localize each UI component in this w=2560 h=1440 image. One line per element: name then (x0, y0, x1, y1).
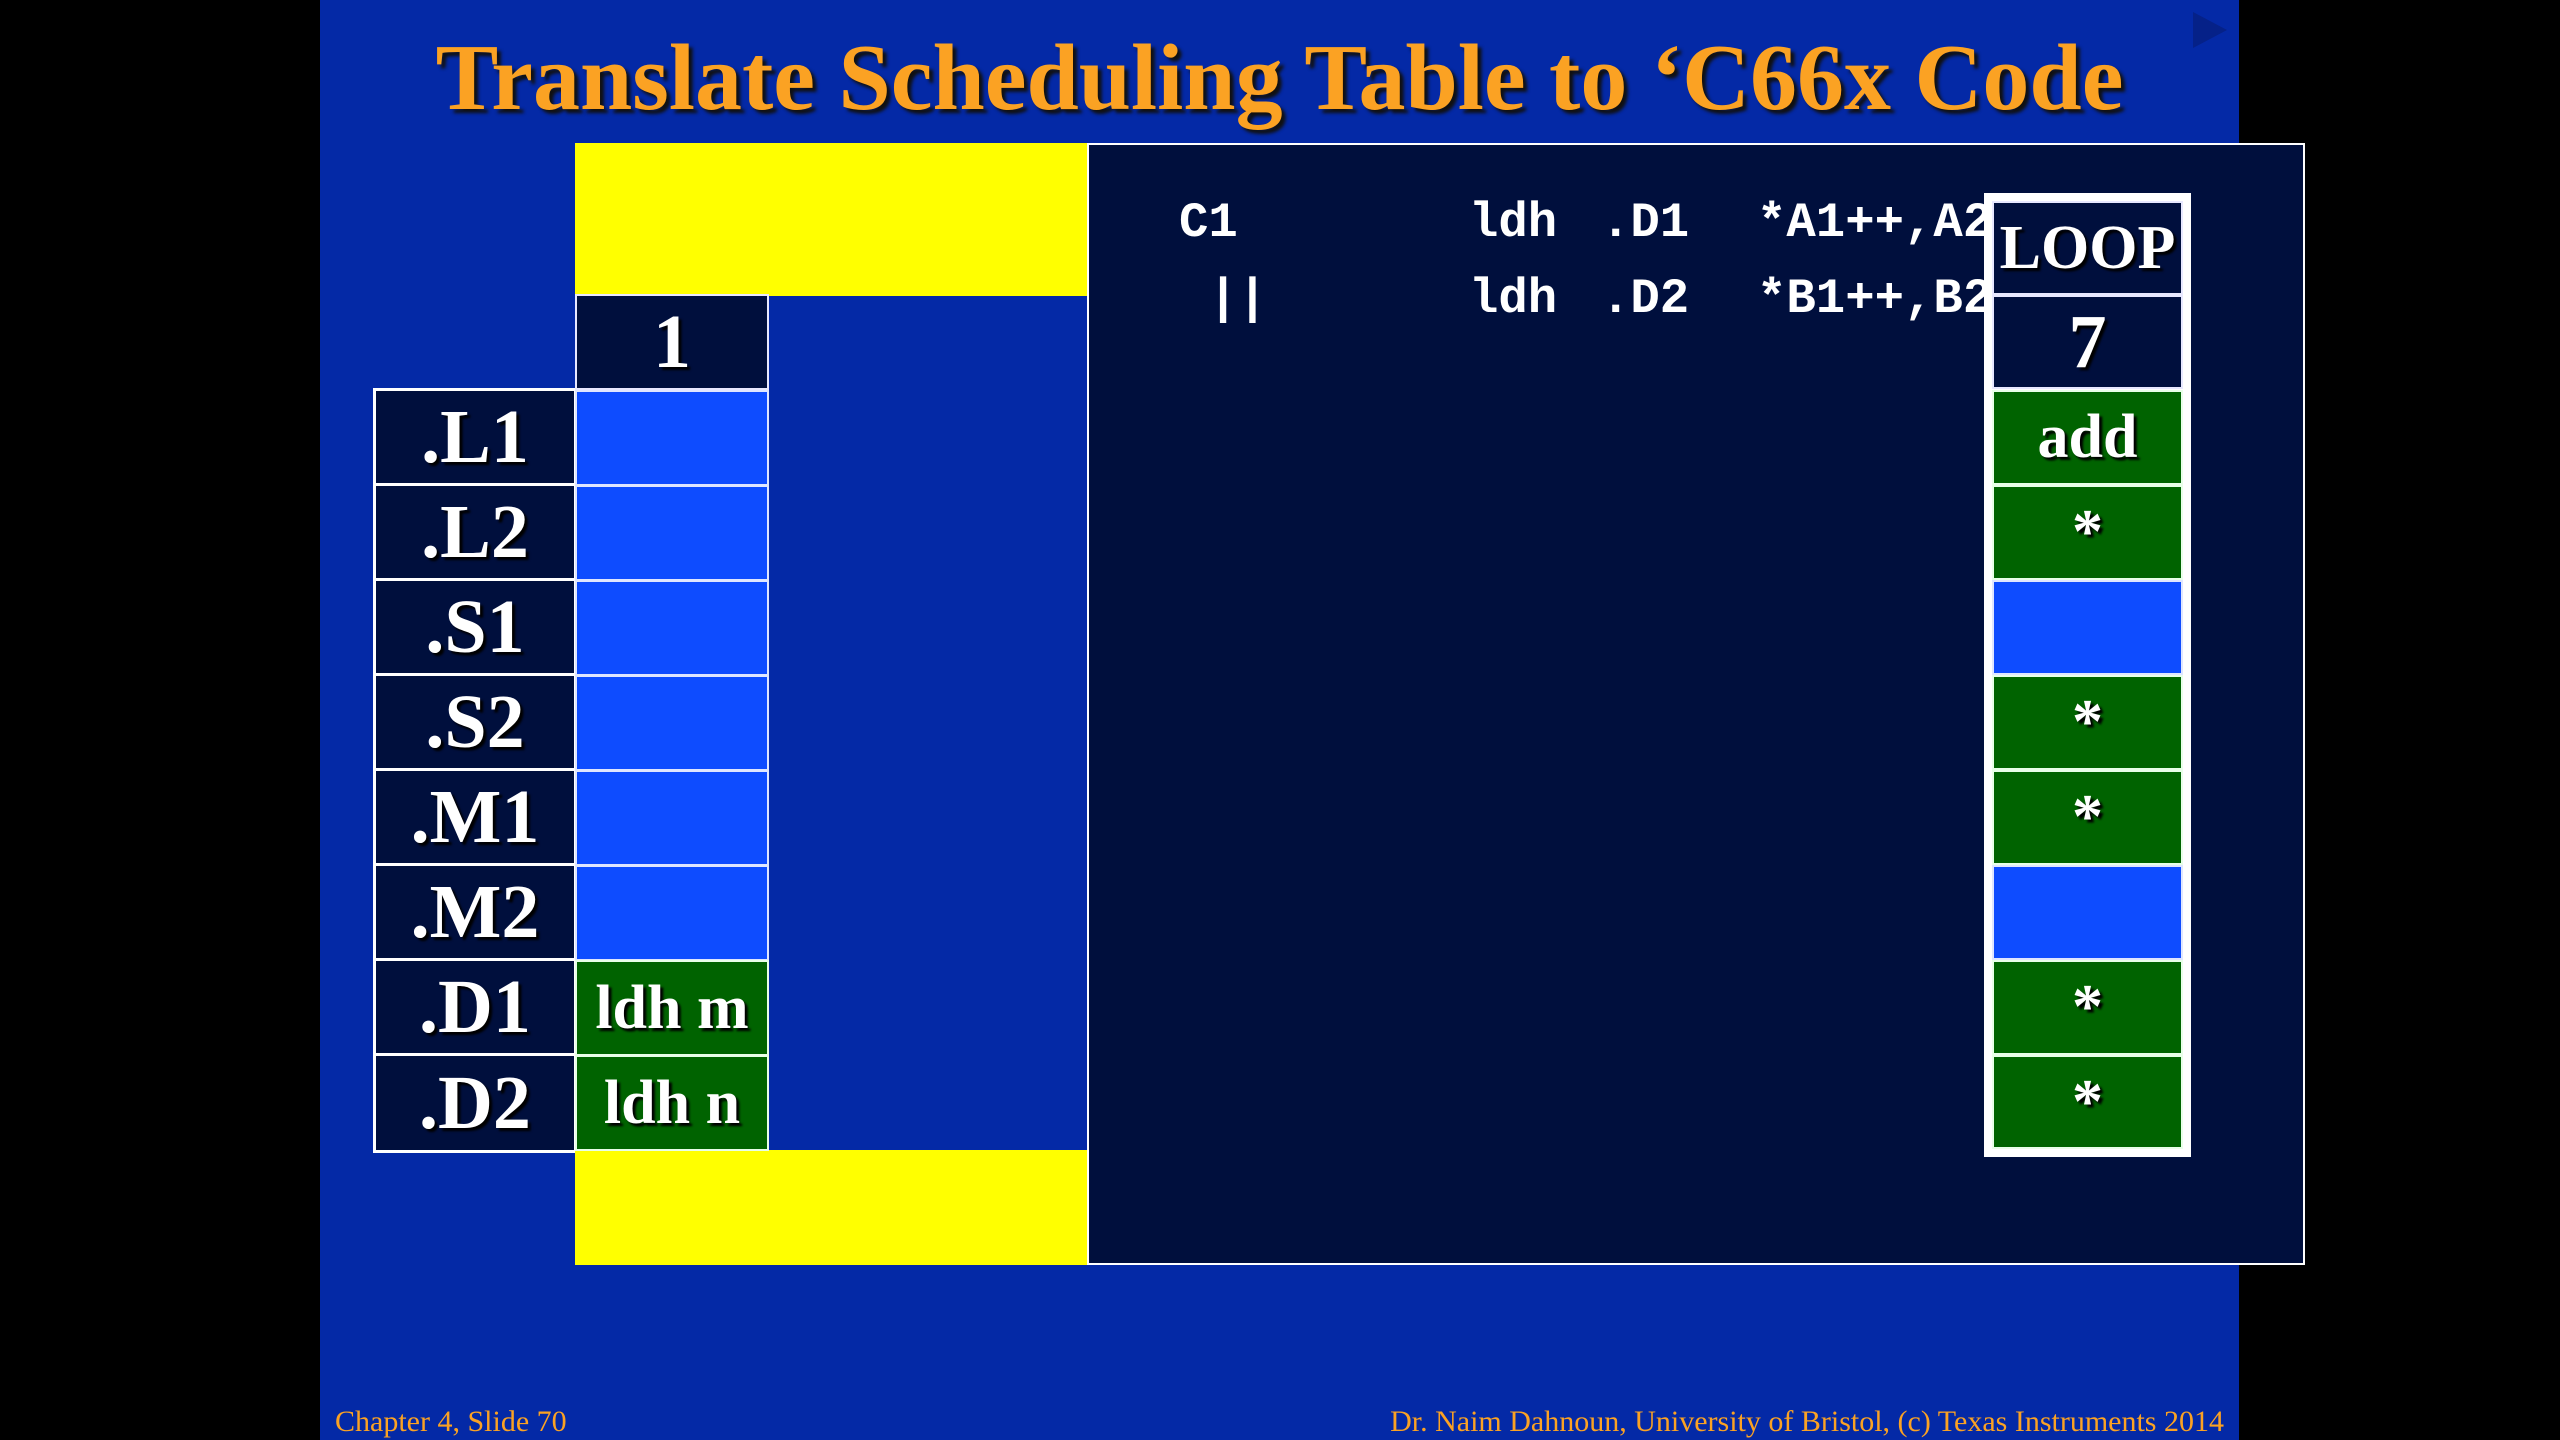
footer-credit: Dr. Naim Dahnoun, University of Bristol,… (1390, 1405, 2224, 1438)
loop-cycle-header: 7 (1992, 295, 2183, 389)
cycle1-slot-m1 (575, 770, 769, 866)
unit-label-l2: .L2 (373, 483, 577, 581)
cycle1-slot-l2 (575, 485, 769, 581)
cycle1-slot-d2: ldh n (575, 1055, 769, 1151)
cycle1-slot-m2 (575, 865, 769, 961)
cycle1-highlight-top (575, 143, 1088, 296)
loop-label: LOOP (1992, 201, 2183, 295)
code-line-1-label: C1 (1179, 195, 1238, 251)
unit-label-d1: .D1 (373, 958, 577, 1056)
unit-label-m1: .M1 (373, 768, 577, 866)
unit-label-d2: .D2 (373, 1053, 577, 1153)
code-line-2-instr: ldh (1469, 271, 1558, 327)
loop-slot-d1: * (1992, 960, 2183, 1055)
code-line-1-instr: ldh (1469, 195, 1558, 251)
code-line-2-operands: *B1++,B2 (1757, 271, 1993, 327)
code-line-1-operands: *A1++,A2 (1757, 195, 1993, 251)
code-line-2-label: || (1179, 271, 1268, 327)
slide: Translate Scheduling Table to ‘C66x Code… (320, 0, 2305, 1440)
loop-slot-m2 (1992, 865, 2183, 960)
footer-slide-number: Chapter 4, Slide 70 (335, 1405, 567, 1438)
loop-slot-m1: * (1992, 770, 2183, 865)
cycle1-slot-s1 (575, 580, 769, 676)
loop-slot-s2: * (1992, 675, 2183, 770)
cycle1-slot-d1: ldh m (575, 960, 769, 1056)
code-line-2-unit: .D2 (1601, 271, 1690, 327)
loop-slot-s1 (1992, 580, 2183, 675)
unit-label-m2: .M2 (373, 863, 577, 961)
loop-slot-l1: add (1992, 390, 2183, 485)
unit-label-s1: .S1 (373, 578, 577, 676)
cycle1-slot-s2 (575, 675, 769, 771)
next-slide-icon[interactable] (2193, 12, 2227, 48)
cycle1-slot-l1 (575, 390, 769, 486)
loop-slot-d2: * (1992, 1055, 2183, 1149)
code-line-1-unit: .D1 (1601, 195, 1690, 251)
loop-slot-l2: * (1992, 485, 2183, 580)
unit-label-s2: .S2 (373, 673, 577, 771)
cycle1-header: 1 (575, 294, 769, 390)
unit-label-l1: .L1 (373, 388, 577, 486)
slide-title: Translate Scheduling Table to ‘C66x Code (435, 26, 2124, 130)
cycle1-highlight-bottom (575, 1150, 1088, 1265)
